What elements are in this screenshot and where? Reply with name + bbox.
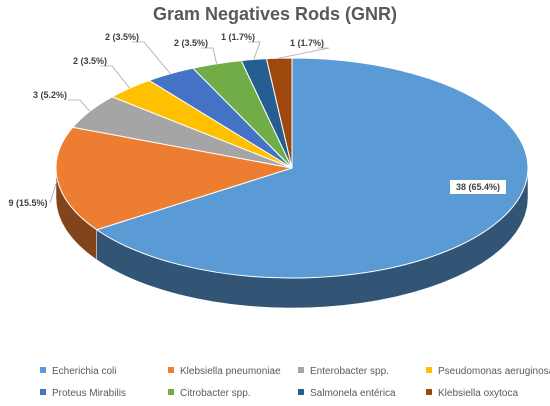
legend-label: Citrobacter spp.: [180, 388, 251, 399]
legend-swatch: [168, 389, 174, 395]
legend-label: Enterobacter spp.: [310, 366, 389, 377]
legend-label: Klebsiella oxytoca: [438, 388, 519, 399]
legend-pseudomonas-aeruginosa: Pseudomonas aeruginosa: [426, 366, 550, 377]
slice-klebsiella-pneumoniae-leader-line: [49, 179, 58, 204]
legend-swatch: [426, 389, 432, 395]
slice-klebsiella-oxytoca-leader-line: [279, 47, 330, 59]
legend-swatch: [40, 367, 46, 373]
legend-swatch: [298, 389, 304, 395]
legend-label: Echerichia coli: [52, 366, 117, 377]
legend-echerichia-coli: Echerichia coli: [40, 366, 116, 377]
slice-pseudomonas-aeruginosa-data-label: 2 (3.5%): [73, 56, 107, 66]
slice-salmonela-enterica-data-label: 1 (1.7%): [221, 32, 255, 42]
slice-pseudomonas-aeruginosa-leader-line: [100, 65, 131, 89]
slice-enterobacter-leader-line: [68, 99, 91, 112]
slice-klebsiella-oxytoca-data-label: 1 (1.7%): [290, 38, 324, 48]
slice-salmonela-enterica-leader-line: [248, 41, 261, 60]
slice-citrobacter-leader-line: [201, 47, 218, 64]
legend-swatch: [40, 389, 46, 395]
legend-label: Salmonela entérica: [310, 388, 396, 399]
slice-klebsiella-pneumoniae-data-label: 9 (15.5%): [8, 198, 47, 208]
legend-swatch: [168, 367, 174, 373]
legend-salmonela-enterica: Salmonela entérica: [298, 388, 396, 399]
legend-citrobacter: Citrobacter spp.: [168, 388, 251, 399]
chart-title: Gram Negatives Rods (GNR): [152, 4, 398, 24]
legend-klebsiella-pneumoniae: Klebsiella pneumoniae: [168, 366, 281, 377]
legend-proteus-mirabilis: Proteus Mirabilis: [40, 388, 126, 399]
slice-proteus-mirabilis-data-label: 2 (3.5%): [105, 32, 139, 42]
slice-echerichia-coli: [95, 57, 529, 279]
legend-swatch: [298, 367, 304, 373]
slice-citrobacter-data-label: 2 (3.5%): [174, 38, 208, 48]
slice-enterobacter-data-label: 3 (5.2%): [33, 90, 67, 100]
legend-label: Klebsiella pneumoniae: [180, 366, 281, 377]
legend-label: Proteus Mirabilis: [52, 388, 126, 399]
pie-chart: 38 (65.4%) 9 (15.5%) 3 (5.2%) 2 (3.5%) 2 (3.…: [8, 32, 529, 309]
legend-swatch: [426, 367, 432, 373]
legend-klebsiella-oxytoca: Klebsiella oxytoca: [426, 388, 518, 399]
legend-label: Pseudomonas aeruginosa: [438, 366, 550, 377]
slice-echerichia-coli-data-label: 38 (65.4%): [456, 182, 500, 192]
legend-enterobacter: Enterobacter spp.: [298, 366, 389, 377]
slice-proteus-mirabilis-leader-line: [132, 41, 171, 75]
data-label-background: [450, 180, 506, 194]
